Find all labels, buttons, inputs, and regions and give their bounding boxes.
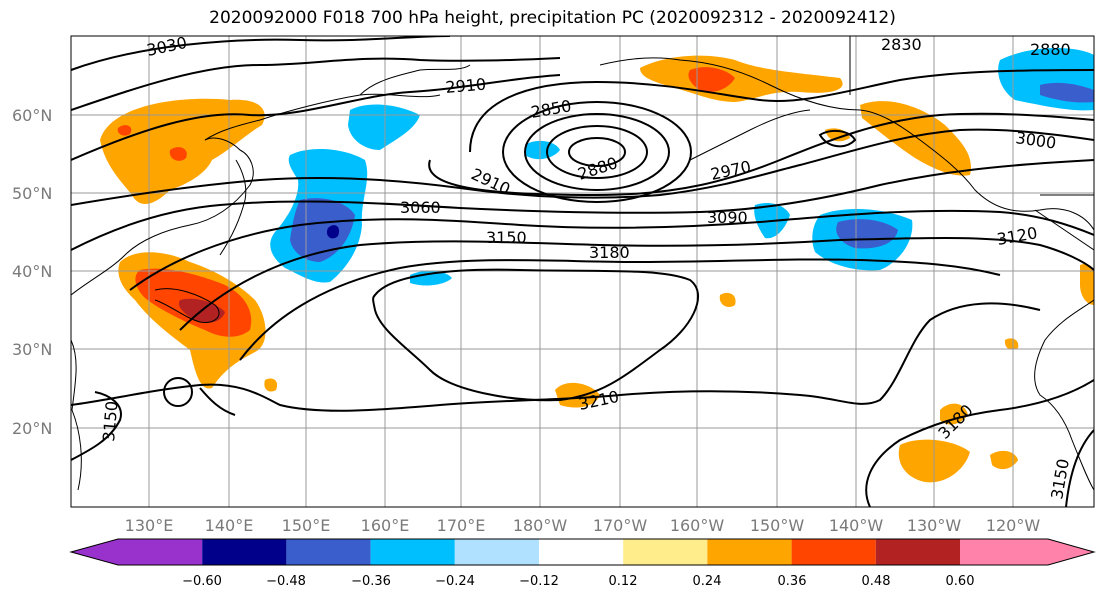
precip-positive-mid	[688, 67, 735, 92]
lon-label: 150°W	[750, 516, 805, 535]
colorbar-extend-high	[1048, 539, 1094, 565]
colorbar-swatch	[539, 539, 624, 565]
lon-label: 160°W	[670, 516, 725, 535]
colorbar-tick-label: 0.12	[609, 574, 638, 589]
colorbar-swatch	[791, 539, 876, 565]
contour-label: 2880	[1030, 40, 1071, 59]
precip-positive-core	[169, 147, 187, 161]
contour-label: 3150	[486, 228, 527, 247]
lat-label: 60°N	[12, 106, 52, 125]
precip-positive-region	[264, 378, 278, 392]
colorbar-tick-label: −0.36	[351, 574, 391, 589]
precip-negative-region	[525, 140, 560, 160]
lat-axis: 60°N 50°N 40°N 30°N 20°N	[12, 106, 52, 438]
lat-label: 20°N	[12, 419, 52, 438]
colorbar-tick-label: 0.24	[693, 574, 722, 589]
coastlines	[71, 36, 1094, 491]
colorbar-swatch	[370, 539, 455, 565]
colorbar-tick-label: 0.36	[778, 574, 807, 589]
precip-positive-core	[117, 125, 132, 136]
colorbar-swatch	[202, 539, 287, 565]
colorbar-swatch	[286, 539, 371, 565]
colorbar-swatch	[454, 539, 539, 565]
lon-label: 180°W	[513, 516, 568, 535]
precip-positive-region	[990, 450, 1018, 470]
map-frame	[70, 35, 1095, 508]
lon-label: 140°W	[829, 516, 884, 535]
precip-positive-region	[940, 403, 968, 425]
colorbar-outline	[69, 538, 1096, 566]
precip-positive-region	[719, 292, 736, 307]
lat-label: 30°N	[12, 340, 52, 359]
contour-label: 3060	[400, 198, 441, 217]
colorbar-tick-label: 0.60	[946, 574, 975, 589]
colorbar-swatch	[623, 539, 708, 565]
lon-label: 130°W	[907, 516, 962, 535]
colorbar-tick-label: −0.48	[266, 574, 306, 589]
precip-positive-region	[1004, 338, 1019, 350]
precip-positive-region	[860, 101, 971, 176]
contour-label: 3090	[707, 208, 748, 227]
colorbar-tick-label: −0.24	[435, 574, 475, 589]
precip-negative-mid	[1040, 82, 1094, 103]
lon-label: 160°E	[361, 516, 410, 535]
map-title: 2020092000 F018 700 hPa height, precipit…	[209, 8, 896, 28]
colorbar-tick-label: 0.48	[862, 574, 891, 589]
colorbar-tick-label: −0.12	[519, 574, 559, 589]
lon-label: 120°W	[986, 516, 1041, 535]
lat-label: 50°N	[12, 184, 52, 203]
colorbar-extend-low	[71, 539, 118, 565]
precip-positive-region	[555, 382, 600, 408]
contour-label: 3150	[99, 400, 121, 442]
colorbar: −0.60 −0.48 −0.36 −0.24 −0.12 0.12 0.24 …	[69, 538, 1096, 589]
colorbar-swatch	[707, 539, 792, 565]
precip-negative-dark	[326, 225, 340, 239]
precip-positive-region	[1080, 264, 1094, 305]
lat-label: 40°N	[12, 262, 52, 281]
contour-label: 2910	[445, 75, 487, 97]
height-contours	[71, 36, 1094, 507]
lon-label: 140°E	[205, 516, 254, 535]
contour-label: 3180	[589, 243, 630, 262]
colorbar-swatch	[960, 539, 1048, 565]
precip-negative-mid	[836, 219, 898, 249]
lon-label: 170°E	[437, 516, 486, 535]
lon-label: 170°W	[593, 516, 648, 535]
precip-negative-region	[348, 104, 420, 150]
lon-label: 130°E	[125, 516, 174, 535]
contour-label: 2830	[881, 35, 922, 54]
colorbar-swatch	[118, 539, 203, 565]
colorbar-tick-label: −0.60	[182, 574, 222, 589]
lon-axis: 130°E 140°E 150°E 160°E 170°E 180°W 170°…	[125, 516, 1041, 535]
colorbar-swatch	[875, 539, 960, 565]
lon-label: 150°E	[282, 516, 331, 535]
